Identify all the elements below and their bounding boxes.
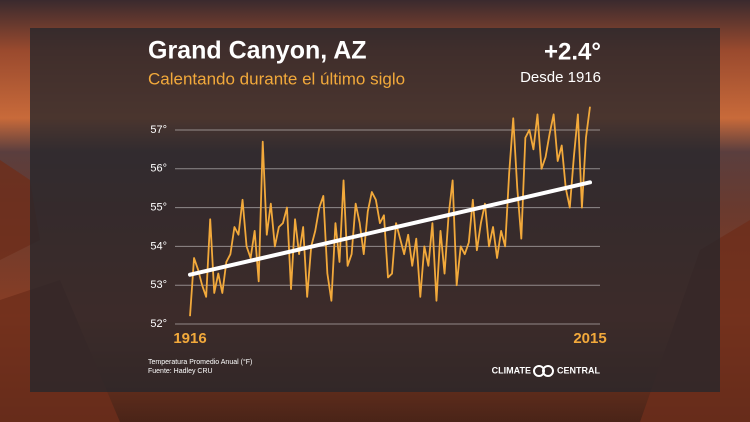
- panel: [30, 28, 720, 392]
- y-tick-label: 53°: [150, 279, 167, 291]
- y-tick-label: 55°: [150, 201, 167, 213]
- y-tick-label: 56°: [150, 163, 167, 175]
- y-tick-label: 54°: [150, 240, 167, 252]
- chart-subtitle: Calentando durante el último siglo: [148, 69, 405, 88]
- headline-note: Desde 1916: [520, 69, 601, 86]
- x-tick-label: 2015: [573, 330, 606, 347]
- trend-line: [188, 180, 592, 277]
- headline: +2.4°: [544, 38, 601, 65]
- logo-icon: [542, 365, 554, 377]
- canyon-rocks: [0, 160, 750, 422]
- logo-text: CENTRAL: [557, 365, 600, 375]
- y-tick-label: 52°: [150, 318, 167, 330]
- source: Fuente: Hadley CRU: [148, 368, 213, 375]
- chart-title: Grand Canyon, AZ: [148, 37, 367, 65]
- logo-text: CLIMATE: [492, 365, 531, 375]
- x-tick-label: 1916: [173, 330, 206, 347]
- y-label: Temperatura Promedio Anual (°F): [148, 358, 252, 366]
- y-tick-label: 57°: [150, 124, 167, 136]
- data-line: [189, 106, 591, 317]
